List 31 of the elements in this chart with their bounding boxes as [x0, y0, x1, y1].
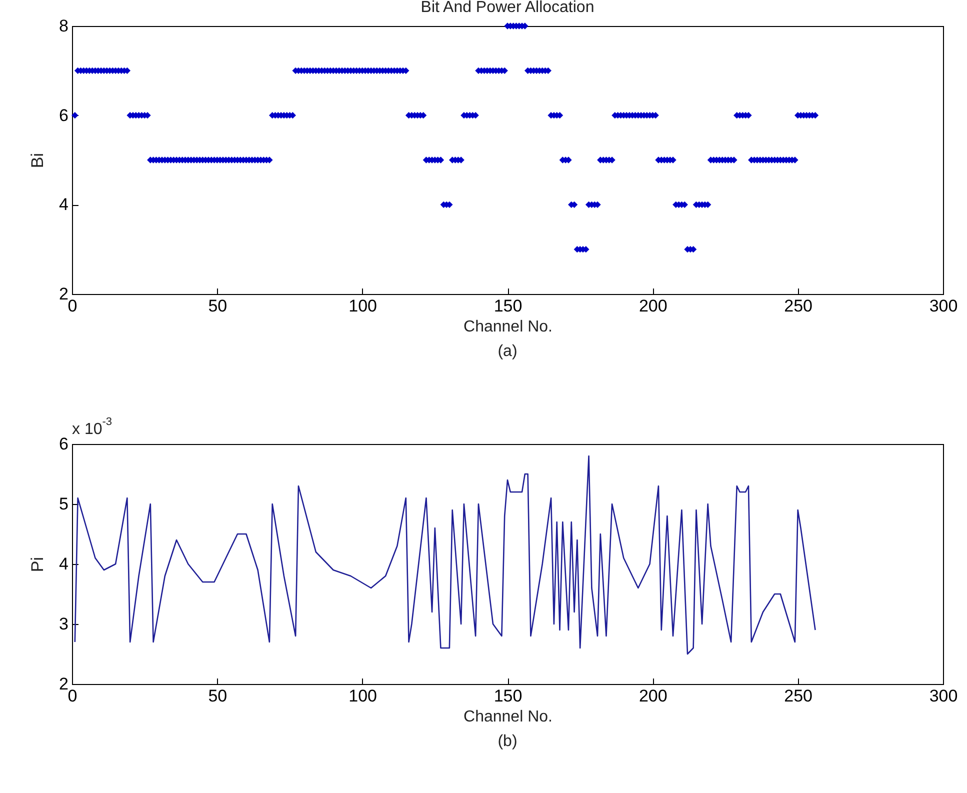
- x-axis-title: Channel No.: [464, 318, 552, 336]
- x-tick-label: 200: [638, 686, 668, 706]
- y-tick-label: 3: [59, 614, 68, 634]
- x-tick-label: 250: [784, 296, 813, 316]
- y-tick-label: 2: [59, 284, 68, 304]
- x-axis-title: Channel No.: [464, 708, 552, 726]
- text: (b): [498, 733, 518, 750]
- x-tick-label: 250: [784, 686, 813, 706]
- y-axis-title: Bi: [28, 152, 48, 168]
- y-tick-label: 4: [59, 554, 68, 574]
- line-series: [74, 455, 816, 655]
- x-tick-label: 100: [348, 296, 378, 316]
- y-tick-label: 5: [59, 494, 68, 514]
- y-tick-label: 8: [59, 16, 68, 36]
- x-tick-label: 300: [929, 686, 958, 706]
- y-tick-label: 2: [59, 674, 68, 694]
- x-tick-label: 300: [929, 296, 958, 316]
- x-tick-label: 200: [638, 296, 668, 316]
- chart-title: Bit And Power Allocation: [420, 0, 594, 16]
- x-tick-label: 100: [348, 686, 378, 706]
- x-tick-label: 150: [494, 296, 522, 316]
- x-tick-label: 0: [68, 296, 78, 316]
- x-tick-label: 50: [208, 686, 228, 706]
- x-tick-label: 0: [68, 686, 78, 706]
- y-tick-label: 4: [59, 195, 68, 214]
- x-tick-label: 150: [494, 686, 522, 706]
- y-tick-label: 6: [59, 434, 68, 454]
- text: (a): [498, 343, 518, 360]
- y-tick-label: 6: [59, 106, 68, 125]
- x-tick-label: 50: [208, 296, 228, 316]
- y-axis-title: Pi: [28, 556, 48, 572]
